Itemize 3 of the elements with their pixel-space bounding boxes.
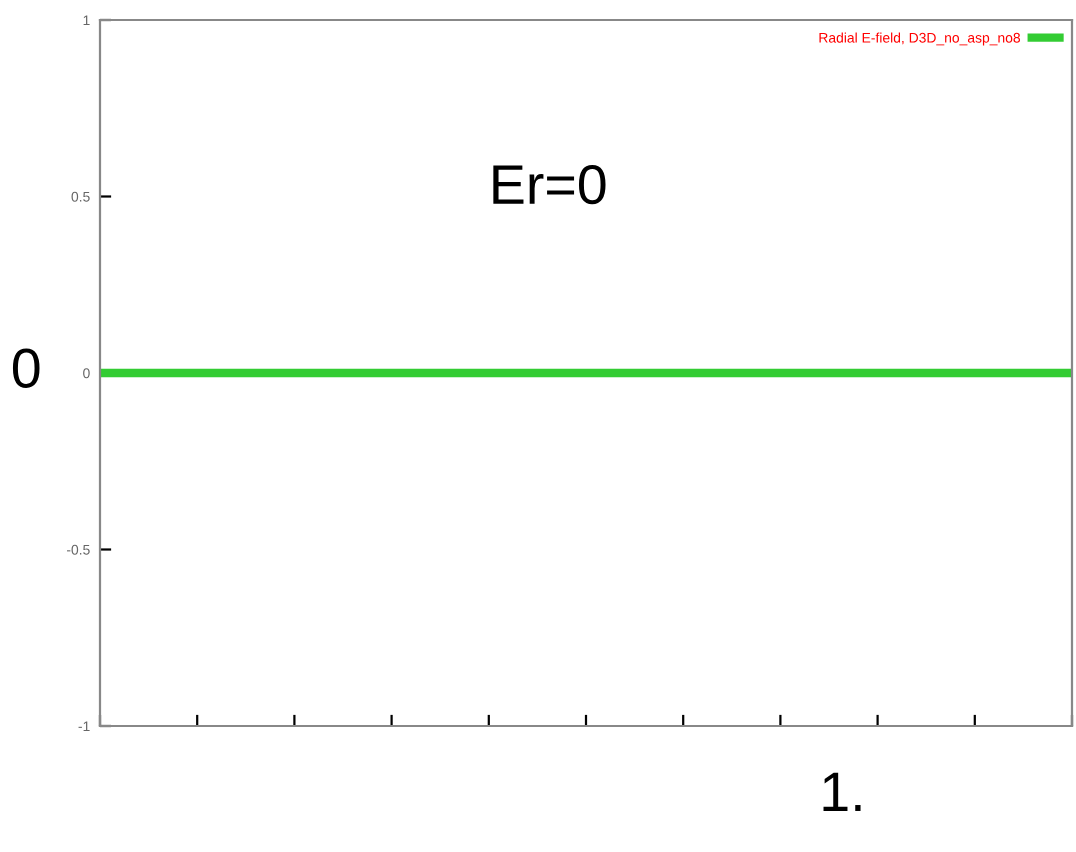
- text: 1.: [823, 772, 861, 811]
- text: 0: [12, 348, 40, 388]
- annotation: Er=0: [493, 165, 606, 205]
